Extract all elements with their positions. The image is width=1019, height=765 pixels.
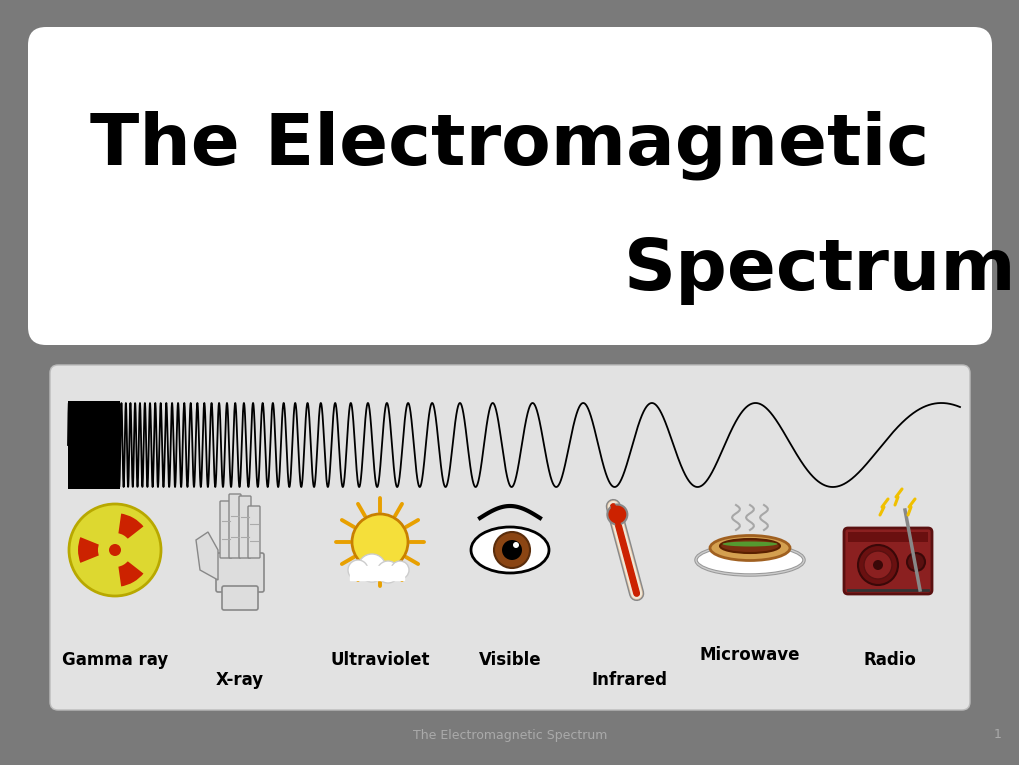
Text: The Electromagnetic Spectrum: The Electromagnetic Spectrum	[413, 728, 606, 741]
FancyBboxPatch shape	[50, 365, 969, 710]
Ellipse shape	[695, 545, 803, 575]
Circle shape	[857, 545, 897, 585]
FancyBboxPatch shape	[216, 553, 264, 592]
Bar	[847, 532, 927, 542]
Ellipse shape	[719, 539, 780, 553]
Circle shape	[390, 561, 409, 579]
Text: Spectrum: Spectrum	[623, 236, 1015, 304]
Circle shape	[69, 504, 161, 596]
Ellipse shape	[709, 536, 790, 561]
Circle shape	[109, 544, 121, 556]
FancyBboxPatch shape	[843, 528, 931, 594]
FancyBboxPatch shape	[28, 27, 991, 345]
Polygon shape	[196, 532, 218, 580]
Text: Gamma ray: Gamma ray	[62, 651, 168, 669]
Circle shape	[501, 540, 522, 560]
Circle shape	[872, 560, 882, 570]
FancyBboxPatch shape	[222, 586, 258, 610]
Text: Infrared: Infrared	[591, 671, 667, 689]
FancyBboxPatch shape	[12, 12, 1007, 753]
Text: Microwave: Microwave	[699, 646, 800, 664]
Wedge shape	[117, 560, 145, 588]
Bar	[350, 566, 404, 580]
Circle shape	[352, 514, 408, 570]
Circle shape	[906, 553, 924, 571]
Circle shape	[863, 551, 892, 579]
Bar	[68, 401, 120, 489]
FancyBboxPatch shape	[238, 496, 251, 558]
Text: Radio: Radio	[863, 651, 915, 669]
Circle shape	[513, 542, 519, 548]
Text: Ultraviolet: Ultraviolet	[330, 651, 429, 669]
Text: X-ray: X-ray	[216, 671, 264, 689]
FancyBboxPatch shape	[220, 501, 231, 558]
Wedge shape	[117, 513, 145, 540]
Ellipse shape	[471, 527, 548, 573]
Text: 1: 1	[994, 728, 1001, 741]
FancyBboxPatch shape	[229, 494, 240, 558]
Wedge shape	[76, 536, 100, 565]
Circle shape	[347, 560, 368, 580]
Text: Visible: Visible	[478, 651, 541, 669]
Circle shape	[358, 554, 385, 582]
Ellipse shape	[721, 542, 776, 546]
FancyBboxPatch shape	[248, 506, 260, 558]
Circle shape	[105, 540, 125, 560]
Circle shape	[606, 505, 627, 525]
Circle shape	[493, 532, 530, 568]
Text: The Electromagnetic: The Electromagnetic	[91, 110, 928, 180]
Circle shape	[377, 561, 398, 583]
